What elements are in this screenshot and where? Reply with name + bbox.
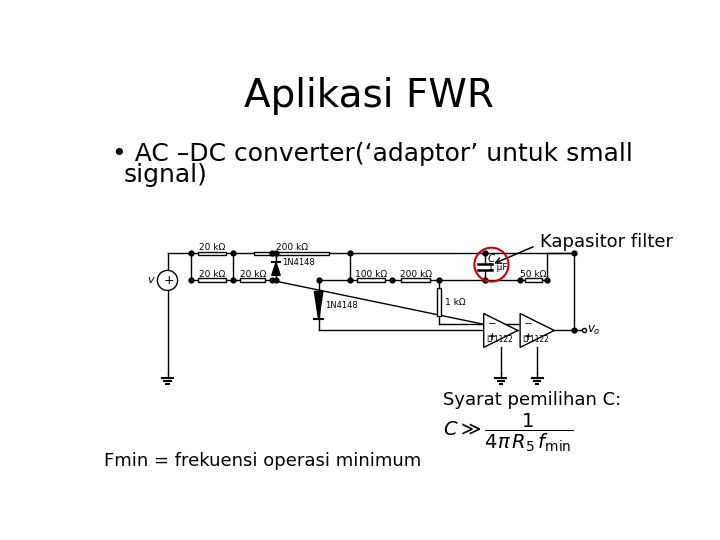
Text: C: C [487, 254, 495, 264]
Text: 1N4148: 1N4148 [325, 301, 358, 310]
Text: −: − [524, 319, 533, 329]
Text: Kapasitor filter: Kapasitor filter [539, 233, 672, 251]
Text: 50 kΩ: 50 kΩ [521, 270, 547, 279]
Text: Fmin = frekuensi operasi minimum: Fmin = frekuensi operasi minimum [104, 451, 421, 470]
Text: 1 μF: 1 μF [487, 263, 507, 272]
Text: Aplikasi FWR: Aplikasi FWR [244, 77, 494, 114]
Text: signal): signal) [123, 164, 207, 187]
Bar [199, 279, 225, 282]
Bar [254, 252, 329, 255]
Text: +: + [487, 332, 496, 342]
Text: LT1122: LT1122 [522, 335, 549, 345]
Text: 200 kΩ: 200 kΩ [276, 243, 307, 252]
Bar [199, 252, 225, 255]
Polygon shape [271, 262, 280, 275]
Bar [525, 279, 542, 282]
Bar [357, 279, 384, 282]
Polygon shape [520, 314, 554, 347]
Text: Syarat pemilihan C:: Syarat pemilihan C: [443, 391, 621, 409]
Polygon shape [484, 314, 518, 347]
Text: LT1122: LT1122 [486, 335, 513, 345]
Text: +: + [524, 332, 533, 342]
Text: 1 kΩ: 1 kΩ [445, 298, 466, 307]
Text: • AC –DC converter(‘adaptor’ untuk small: • AC –DC converter(‘adaptor’ untuk small [112, 142, 633, 166]
Text: $v_o$: $v_o$ [587, 324, 600, 337]
Bar [240, 279, 265, 282]
Text: 100 kΩ: 100 kΩ [355, 270, 387, 279]
Text: 20 kΩ: 20 kΩ [199, 243, 225, 252]
Text: −: − [487, 319, 496, 329]
Text: 1N4148: 1N4148 [282, 258, 315, 267]
Bar [400, 279, 431, 282]
Text: v: v [147, 275, 153, 286]
Text: +: + [163, 274, 174, 287]
Text: 20 kΩ: 20 kΩ [199, 270, 225, 279]
Text: $C \gg \dfrac{1}{4\pi\, R_5\, f_{\mathrm{min}}}$: $C \gg \dfrac{1}{4\pi\, R_5\, f_{\mathrm… [443, 411, 572, 454]
Bar [437, 288, 441, 316]
Polygon shape [315, 292, 323, 320]
Text: 20 kΩ: 20 kΩ [240, 270, 266, 279]
Text: 200 kΩ: 200 kΩ [400, 270, 431, 279]
Circle shape [158, 271, 178, 291]
